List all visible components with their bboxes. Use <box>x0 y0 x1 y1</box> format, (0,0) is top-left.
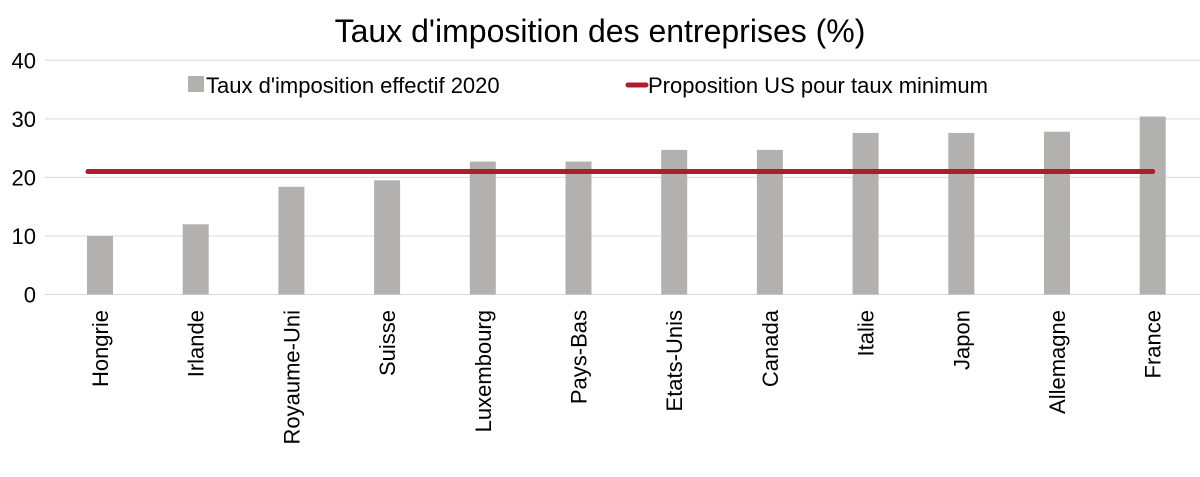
x-tick-label: Italie <box>854 310 879 356</box>
y-tick-label: 0 <box>24 283 36 308</box>
x-axis-labels: Hongrie Irlande Royaume-Uni Suisse Luxembour… <box>88 309 1166 444</box>
x-tick-label: Hongrie <box>88 310 113 387</box>
x-tick-label: Japon <box>949 310 974 370</box>
y-tick-label: 20 <box>12 165 36 190</box>
bar-pays-bas <box>565 161 592 295</box>
x-tick-label: Canada <box>758 309 783 387</box>
bar-luxembourg <box>469 161 496 295</box>
gridlines <box>45 59 1200 295</box>
x-tick-label: Royaume-Uni <box>279 310 304 445</box>
legend-label-line: Proposition US pour taux minimum <box>648 73 988 98</box>
legend-swatch-bar <box>188 76 204 92</box>
x-tick-label: Luxembourg <box>471 310 496 432</box>
bar-japon <box>948 132 975 295</box>
y-tick-label: 40 <box>12 48 36 73</box>
legend: Taux d'imposition effectif 2020 Proposit… <box>188 73 988 98</box>
x-tick-label: Suisse <box>375 310 400 376</box>
y-tick-label: 10 <box>12 224 36 249</box>
bar-irlande <box>182 224 209 295</box>
x-tick-label: Irlande <box>184 310 209 377</box>
bar-france <box>1139 116 1166 295</box>
chart-title: Taux d'imposition des entreprises (%) <box>335 13 866 49</box>
legend-label-bar: Taux d'imposition effectif 2020 <box>206 73 500 98</box>
x-tick-label: Etats-Unis <box>662 310 687 411</box>
x-tick-label: Allemagne <box>1045 310 1070 414</box>
bar-allemagne <box>1044 131 1070 295</box>
bar-italie <box>852 132 879 295</box>
bars <box>87 116 1166 295</box>
y-axis-ticks: 0 10 20 30 40 <box>12 48 36 307</box>
x-tick-label: France <box>1141 310 1166 378</box>
y-tick-label: 30 <box>12 107 36 132</box>
x-tick-label: Pays-Bas <box>567 310 592 404</box>
bar-suisse <box>374 180 401 295</box>
bar-hongrie <box>87 235 113 295</box>
bar-royaume-uni <box>278 186 305 295</box>
